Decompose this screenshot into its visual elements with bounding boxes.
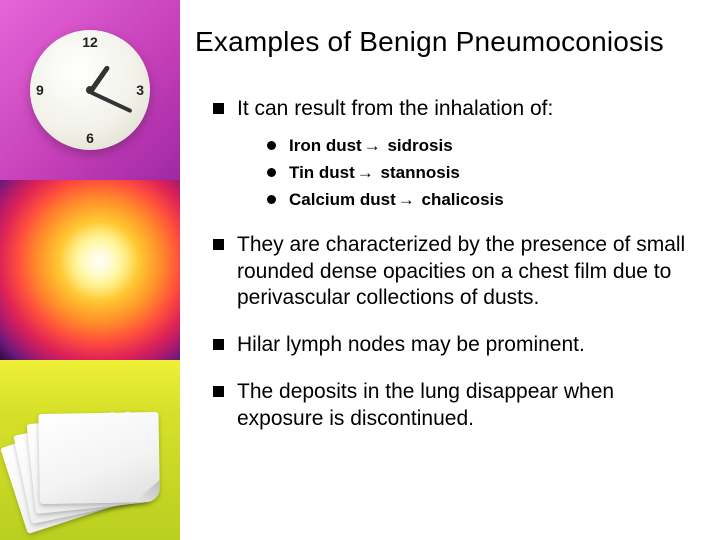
- list-item: Hilar lymph nodes may be prominent.: [213, 332, 702, 359]
- dust-material: Calcium dust: [289, 190, 396, 209]
- sidebar-image-clock: 12 3 6 9: [0, 0, 180, 180]
- dust-disease: stannosis: [381, 163, 460, 182]
- arrow-icon: →: [362, 136, 383, 155]
- point-text: They are characterized by the presence o…: [237, 233, 685, 310]
- dust-material: Tin dust: [289, 163, 355, 182]
- intro-text: It can result from the inhalation of:: [237, 97, 553, 120]
- dust-disease: chalicosis: [421, 190, 503, 209]
- list-item: It can result from the inhalation of: Ir…: [213, 96, 702, 212]
- slide-content: Examples of Benign Pneumoconiosis It can…: [195, 26, 702, 453]
- decorative-sidebar: 12 3 6 9: [0, 0, 180, 540]
- bullet-list-level-1: It can result from the inhalation of: Ir…: [195, 96, 702, 433]
- list-item: Iron dust→ sidrosis: [267, 135, 702, 158]
- point-text: Hilar lymph nodes may be prominent.: [237, 333, 585, 356]
- sidebar-image-paper: [0, 360, 180, 540]
- list-item: Calcium dust→ chalicosis: [267, 189, 702, 212]
- sidebar-image-abstract: [0, 180, 180, 360]
- list-item: They are characterized by the presence o…: [213, 232, 702, 313]
- paper-stack-icon: [18, 398, 168, 540]
- list-item: Tin dust→ stannosis: [267, 162, 702, 185]
- point-text: The deposits in the lung disappear when …: [237, 380, 614, 430]
- arrow-icon: →: [355, 163, 376, 182]
- arrow-icon: →: [396, 190, 417, 209]
- clock-face-icon: 12 3 6 9: [30, 30, 150, 150]
- list-item: The deposits in the lung disappear when …: [213, 379, 702, 433]
- bullet-list-level-2: Iron dust→ sidrosis Tin dust→ stannosis …: [237, 135, 702, 212]
- slide-title: Examples of Benign Pneumoconiosis: [195, 26, 702, 58]
- dust-material: Iron dust: [289, 136, 362, 155]
- dust-disease: sidrosis: [387, 136, 452, 155]
